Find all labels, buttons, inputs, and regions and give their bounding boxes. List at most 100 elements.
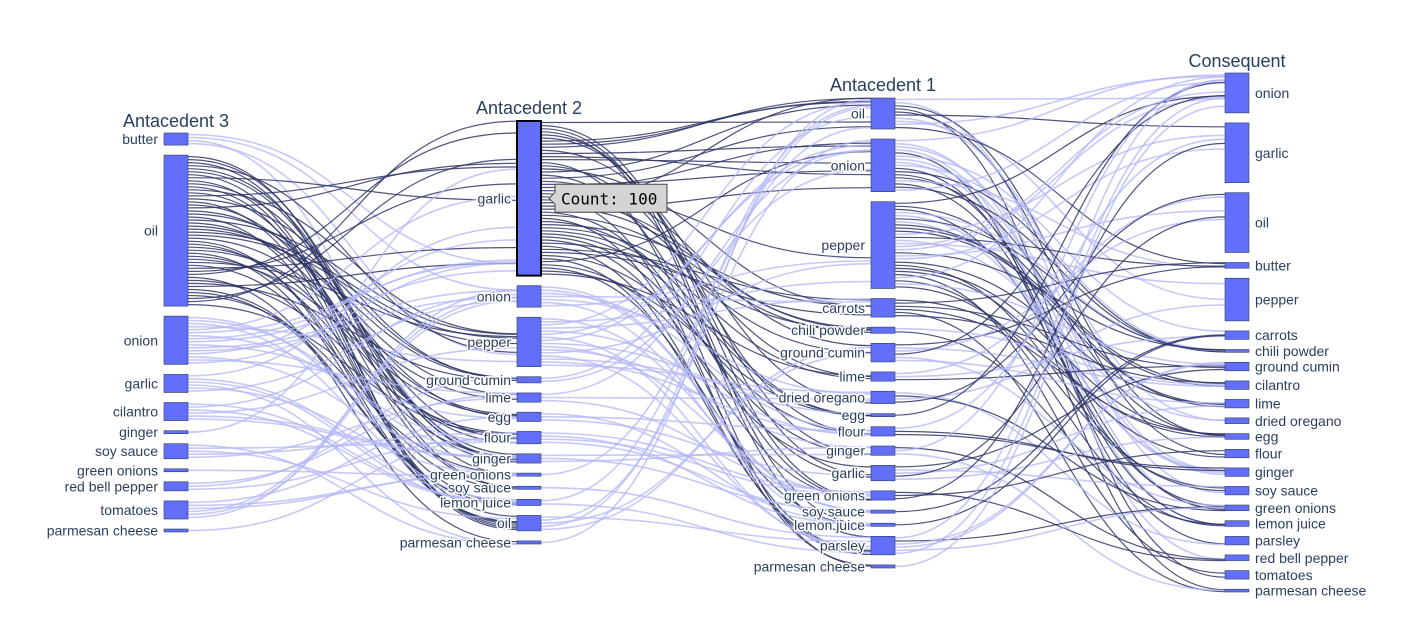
category-bar-egg[interactable]: [516, 411, 542, 422]
ribbon-1-parmesan-cheese: [187, 435, 518, 532]
hover-tooltip: Count: 100: [548, 183, 668, 213]
category-bar-ginger[interactable]: [163, 430, 189, 435]
category-bar-tomatoes[interactable]: [163, 500, 189, 520]
category-bar-chili-powder[interactable]: [870, 326, 896, 334]
category-bar-carrots[interactable]: [1224, 330, 1250, 340]
category-bar-garlic[interactable]: [870, 464, 896, 482]
category-bar-ginger[interactable]: [516, 453, 542, 464]
ribbon-2-oil: [540, 516, 872, 543]
ribbon-1-tomatoes: [187, 416, 518, 504]
ribbon-2-garlic: [540, 151, 872, 263]
category-bar-garlic[interactable]: [163, 374, 189, 393]
category-bar-parmesan-cheese[interactable]: [163, 528, 189, 533]
category-bar-tomatoes[interactable]: [1224, 570, 1250, 580]
category-bar-lemon-juice[interactable]: [1224, 520, 1250, 527]
dimension-consequent[interactable]: Consequent onion garlic oil butter pepper carr…: [1188, 51, 1368, 600]
category-bar-oil[interactable]: [163, 154, 189, 307]
category-bar-cilantro[interactable]: [163, 402, 189, 421]
category-bar-ground-cumin[interactable]: [870, 342, 896, 363]
category-bar-butter[interactable]: [1224, 262, 1250, 269]
category-bar-lime[interactable]: [516, 392, 542, 403]
category-bar-pepper[interactable]: [1224, 277, 1250, 322]
category-bar-parsley[interactable]: [870, 535, 896, 556]
category-bar-parmesan-cheese[interactable]: [1224, 588, 1250, 593]
category-bar-green-onions[interactable]: [1224, 504, 1250, 511]
category-bar-egg[interactable]: [870, 413, 896, 418]
category-bar-ground-cumin[interactable]: [1224, 361, 1250, 372]
category-bar-flour[interactable]: [516, 431, 542, 445]
ribbon-3-pepper: [894, 134, 1226, 236]
category-label-cilantro: cilantro: [1255, 377, 1300, 393]
category-bar-soy-sauce[interactable]: [1224, 486, 1250, 496]
ribbon-2-garlic: [540, 227, 872, 354]
ribbon-3-onion: [894, 74, 1226, 142]
category-label-butter: butter: [122, 131, 158, 147]
category-bar-oil[interactable]: [1224, 192, 1250, 253]
tooltip-text: Count: 100: [561, 189, 657, 208]
category-bar-carrots[interactable]: [870, 298, 896, 318]
category-bar-oil[interactable]: [870, 97, 896, 130]
category-bar-lime[interactable]: [1224, 399, 1250, 409]
category-label-ground-cumin: ground cumin: [426, 372, 511, 388]
category-bar-flour[interactable]: [870, 426, 896, 437]
category-bar-ginger[interactable]: [1224, 467, 1250, 477]
ribbon-3-garlic: [894, 216, 1226, 477]
ribbon-3-green-onions: [894, 450, 1226, 497]
ribbon-3-ground-cumin: [894, 347, 1226, 387]
category-bar-parsley[interactable]: [1224, 536, 1250, 546]
ribbon-3-parmesan-cheese: [894, 105, 1226, 568]
category-bar-pepper[interactable]: [870, 201, 896, 289]
category-bar-ground-cumin[interactable]: [516, 376, 542, 384]
category-bar-onion[interactable]: [870, 138, 896, 193]
category-label-flour: flour: [838, 423, 866, 439]
ribbon-3-ginger: [894, 447, 1226, 560]
category-bar-green-onions[interactable]: [163, 468, 189, 473]
category-label-ginger: ginger: [826, 443, 865, 459]
category-label-tomatoes: tomatoes: [1255, 567, 1313, 583]
category-bar-garlic[interactable]: [1224, 122, 1250, 184]
category-label-pepper: pepper: [467, 334, 511, 350]
category-label-egg: egg: [842, 407, 865, 423]
category-bar-green-onions[interactable]: [870, 490, 896, 501]
category-bar-green-onions[interactable]: [516, 472, 542, 477]
category-bar-red-bell-pepper[interactable]: [1224, 554, 1250, 561]
category-bar-parmesan-cheese[interactable]: [870, 564, 896, 569]
category-bar-soy-sauce[interactable]: [870, 509, 896, 514]
category-bar-pepper[interactable]: [516, 316, 542, 368]
category-bar-soy-sauce[interactable]: [163, 443, 189, 460]
ribbon-1-cilantro: [187, 409, 518, 504]
ribbon-2-flour: [540, 441, 872, 514]
category-bar-lemon-juice[interactable]: [516, 498, 542, 506]
category-bar-ginger[interactable]: [870, 445, 896, 456]
category-bar-lemon-juice[interactable]: [870, 522, 896, 527]
category-bar-butter[interactable]: [163, 132, 189, 146]
category-bar-lime[interactable]: [870, 371, 896, 382]
category-bar-onion[interactable]: [163, 315, 189, 365]
category-label-red-bell-pepper: red bell pepper: [65, 478, 159, 494]
category-bar-onion[interactable]: [516, 285, 542, 308]
ribbon-3-pepper: [894, 286, 1226, 489]
ribbon-1-oil: [187, 237, 518, 415]
category-label-garlic: garlic: [478, 190, 511, 206]
category-bar-dried-oregano[interactable]: [1224, 417, 1250, 424]
ribbon-2-garlic: [540, 104, 872, 173]
category-bar-dried-oregano[interactable]: [870, 390, 896, 404]
category-bar-cilantro[interactable]: [1224, 380, 1250, 390]
category-bar-parmesan-cheese[interactable]: [516, 540, 542, 545]
category-bar-onion[interactable]: [1224, 72, 1250, 114]
category-bar-red-bell-pepper[interactable]: [163, 481, 189, 492]
ribbon-3-carrots: [894, 311, 1226, 593]
ribbon-2-garlic: [540, 137, 872, 455]
category-bar-oil[interactable]: [516, 515, 542, 532]
category-bar-garlic[interactable]: [516, 120, 542, 277]
dimension-antacedent-2[interactable]: Antacedent 2 garlic onion pepper ground cumi…: [398, 98, 582, 552]
category-bar-flour[interactable]: [1224, 448, 1250, 459]
category-bar-chili-powder[interactable]: [1224, 349, 1250, 353]
category-label-flour: flour: [1255, 446, 1283, 462]
category-bar-soy-sauce[interactable]: [516, 485, 542, 490]
dimension-antacedent-1[interactable]: Antacedent 1 oil onion pepper carrots chili p…: [752, 75, 936, 576]
ribbon-3-onion: [894, 158, 1226, 476]
category-label-parmesan-cheese: parmesan cheese: [400, 535, 512, 551]
category-bar-egg[interactable]: [1224, 433, 1250, 440]
